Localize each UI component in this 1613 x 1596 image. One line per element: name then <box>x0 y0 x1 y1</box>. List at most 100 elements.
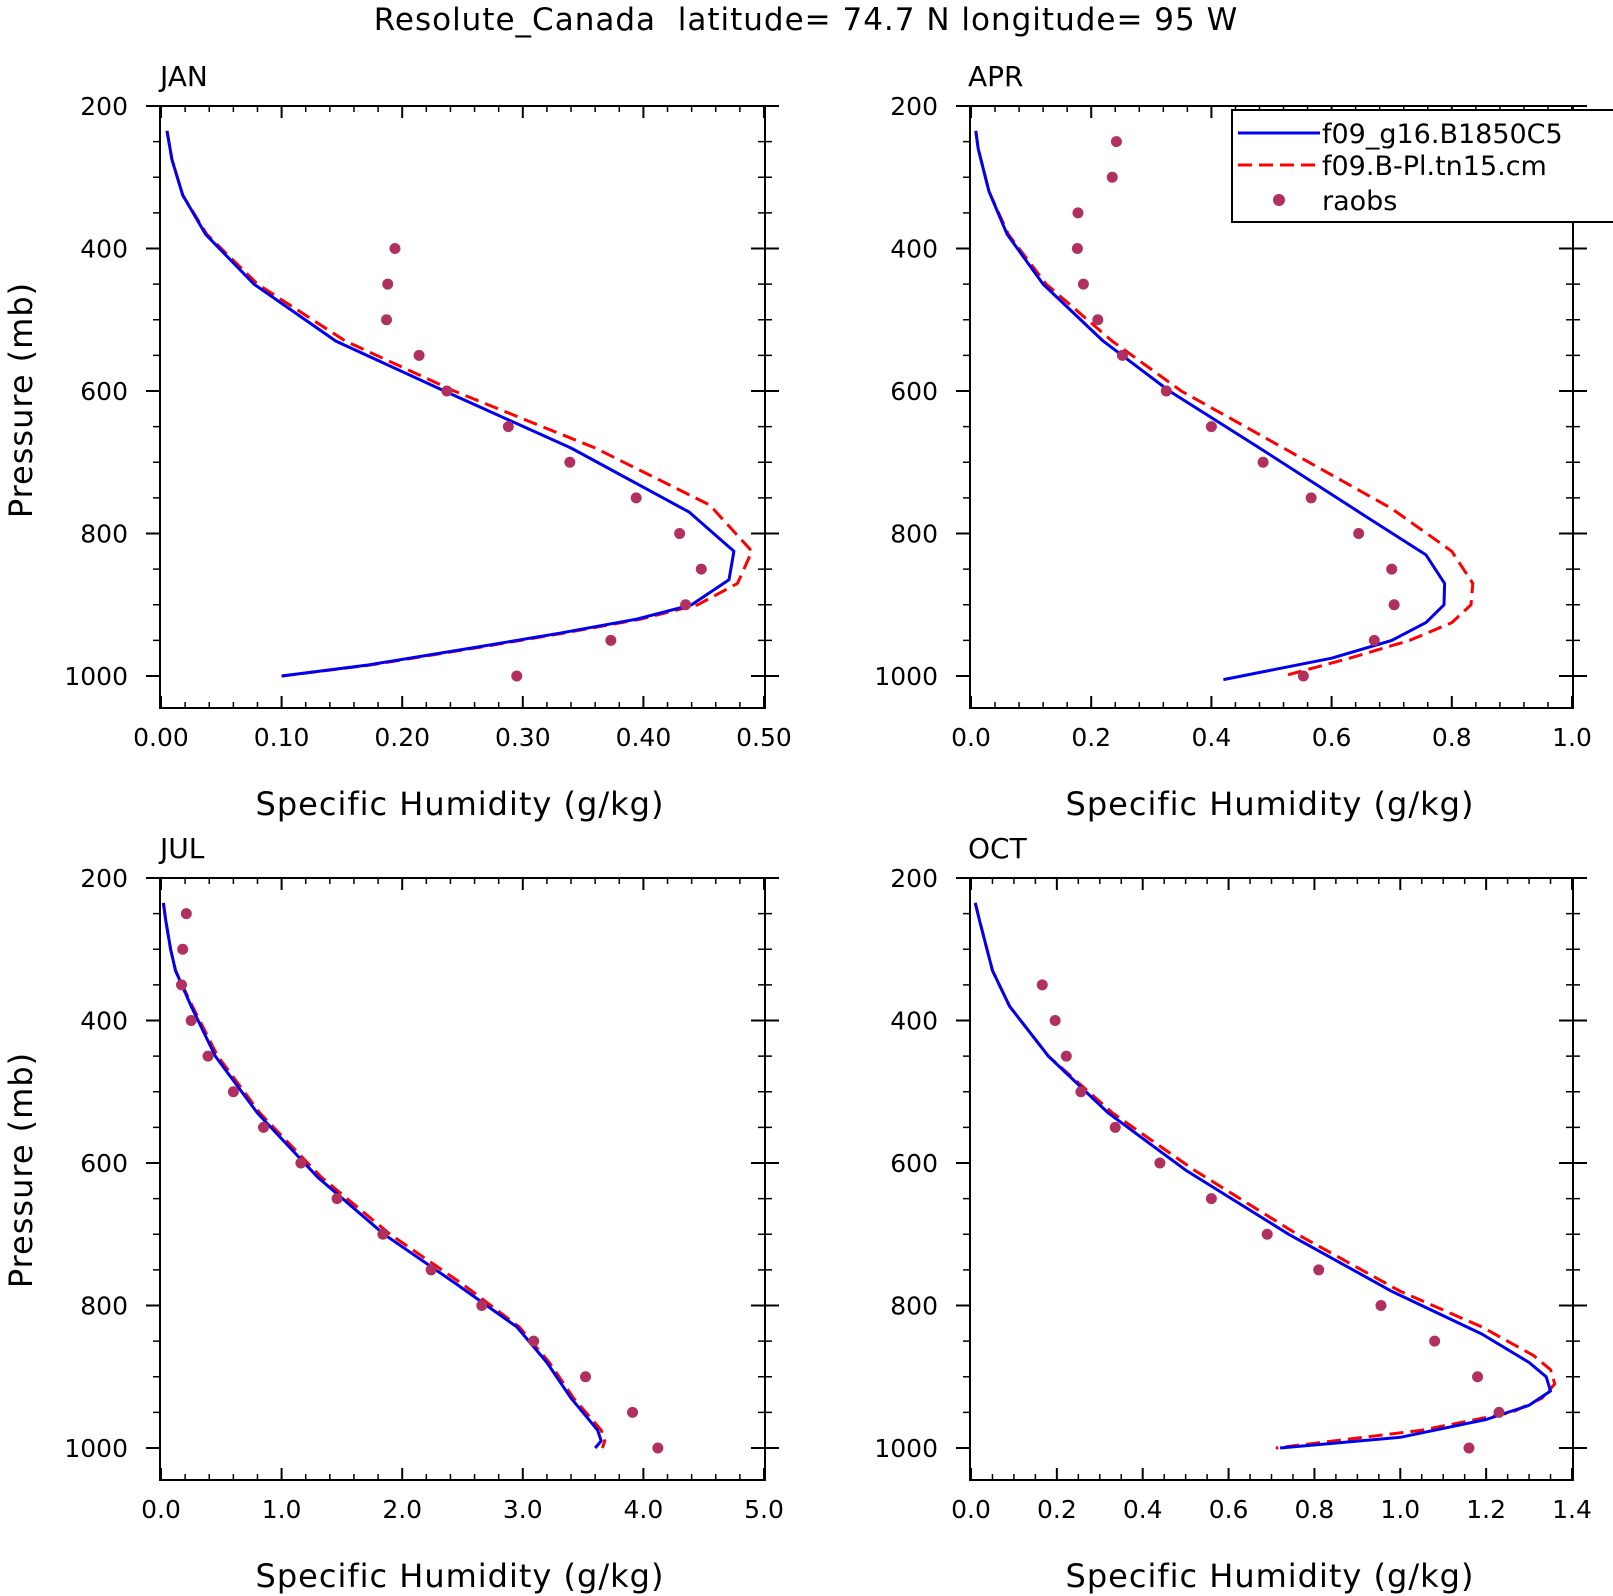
x-tick-label: 0.2 <box>1071 723 1111 752</box>
ylabel-jan: Pressure (mb) <box>2 282 40 518</box>
x-tick-label: 0.40 <box>616 723 672 752</box>
x-tick-label: 0.2 <box>1037 1495 1077 1524</box>
panel-title-jan: JAN <box>158 60 208 93</box>
x-tick-label: 1.0 <box>262 1495 302 1524</box>
x-tick-label: 0.00 <box>133 723 189 752</box>
raobs-point <box>1429 1335 1441 1347</box>
raobs-point <box>476 1300 488 1311</box>
x-tick-label: 0.8 <box>1295 1495 1335 1524</box>
axes-oct: 0.0 0.2 0.4 0.6 0.8 1.0 1.2 1.4 200 400 600 800 1000 <box>874 864 1592 1524</box>
x-tick-label: 0.0 <box>951 723 991 752</box>
series-line-blue <box>161 902 603 1449</box>
raobs-point <box>1205 1193 1217 1205</box>
y-tick-label: 600 <box>80 377 128 406</box>
y-tick-label: 200 <box>890 92 938 121</box>
y-tick-label: 400 <box>890 235 938 264</box>
raobs-point <box>1205 421 1217 433</box>
legend-label-red: f09.B-Pl.tn15.cm <box>1322 151 1547 182</box>
axes-jul: 0.0 1.0 2.0 3.0 4.0 5.0 200 400 600 800 1000 <box>64 864 784 1524</box>
panel-title-oct: OCT <box>968 832 1028 865</box>
raobs-point <box>227 1086 239 1098</box>
x-tick-label: 0.50 <box>736 723 792 752</box>
panel-title-apr: APR <box>968 60 1024 93</box>
panel-oct: 0.0 0.2 0.4 0.6 0.8 1.0 1.2 1.4 200 400 600 800 1000… <box>874 832 1592 1595</box>
xlabel-jan: Specific Humidity (g/kg) <box>256 785 665 823</box>
ylabel-jul: Pressure (mb) <box>2 1052 40 1288</box>
raobs-point <box>502 421 514 433</box>
y-tick-label: 1000 <box>64 662 128 691</box>
raobs-point <box>1472 1371 1484 1383</box>
legend-marker-raobs <box>1273 194 1285 206</box>
raobs-point <box>1375 1300 1387 1311</box>
raobs-point <box>1049 1015 1061 1026</box>
x-tick-label: 0.6 <box>1312 723 1352 752</box>
x-tick-label: 4.0 <box>624 1495 664 1524</box>
raobs-point <box>1368 634 1380 646</box>
y-tick-label: 800 <box>890 1292 938 1321</box>
raobs-point <box>1092 314 1104 326</box>
x-tick-label: 3.0 <box>503 1495 543 1524</box>
raobs-point <box>1386 563 1398 575</box>
panel-apr: 0.0 0.2 0.4 0.6 0.8 1.0 200 400 600 800 1000 APR S… <box>874 60 1592 823</box>
raobs-point <box>389 243 401 254</box>
legend: f09_g16.B1850C5 f09.B-Pl.tn15.cm raobs <box>1231 109 1613 223</box>
panel-jan: 0.00 0.10 0.20 0.30 0.40 0.50 200 400 600 800 1000… <box>2 60 792 823</box>
figure-title: Resolute_Canada latitude= 74.7 N longitu… <box>374 2 1239 38</box>
panel-title-jul: JUL <box>158 832 205 865</box>
raobs-point <box>652 1442 664 1454</box>
raobs-point <box>425 1264 437 1276</box>
y-tick-label: 1000 <box>64 1434 128 1463</box>
x-tick-label: 1.0 <box>1552 723 1592 752</box>
raobs-point <box>1297 670 1309 682</box>
series-line-blue <box>974 130 1447 682</box>
raobs-point <box>1036 979 1048 991</box>
series-line-red <box>973 902 1557 1450</box>
raobs-point <box>381 314 393 326</box>
x-tick-label: 1.4 <box>1552 1495 1592 1524</box>
raobs-point <box>1109 1121 1121 1133</box>
raobs-point <box>1072 207 1084 219</box>
y-tick-label: 600 <box>80 1149 128 1178</box>
raobs-point <box>1493 1406 1505 1418</box>
y-tick-label: 600 <box>890 1149 938 1178</box>
axes-apr: 0.0 0.2 0.4 0.6 0.8 1.0 200 400 600 800 1000 <box>874 92 1592 752</box>
legend-label-blue: f09_g16.B1850C5 <box>1322 119 1563 150</box>
raobs-point <box>180 908 192 920</box>
y-tick-label: 800 <box>80 1292 128 1321</box>
raobs-point <box>331 1193 343 1205</box>
plot-frame <box>159 877 766 1481</box>
y-tick-label: 400 <box>80 1007 128 1036</box>
y-tick-label: 400 <box>80 235 128 264</box>
raobs-point <box>1463 1442 1475 1454</box>
series-line-blue <box>973 902 1552 1450</box>
raobs-point <box>580 1371 592 1383</box>
raobs-point <box>605 634 617 646</box>
raobs-point <box>1160 385 1172 397</box>
raobs-point <box>413 349 425 361</box>
raobs-point <box>441 385 453 397</box>
x-tick-label: 5.0 <box>744 1495 784 1524</box>
panel-jul: 0.0 1.0 2.0 3.0 4.0 5.0 200 400 600 800 1000 JUL P… <box>2 832 784 1595</box>
raobs-point <box>1077 278 1089 290</box>
xlabel-jul: Specific Humidity (g/kg) <box>256 1557 665 1595</box>
raobs-point <box>1353 528 1365 539</box>
raobs-point <box>202 1050 214 1062</box>
y-tick-label: 600 <box>890 377 938 406</box>
raobs-point <box>1110 136 1122 148</box>
raobs-point <box>1257 456 1269 468</box>
raobs-point <box>176 979 188 991</box>
x-tick-label: 0.30 <box>495 723 551 752</box>
series-line-red <box>161 902 607 1449</box>
plot-frame <box>159 105 766 709</box>
raobs-point <box>528 1335 540 1347</box>
x-tick-label: 0.10 <box>254 723 310 752</box>
axes-jan: 0.00 0.10 0.20 0.30 0.40 0.50 200 400 600 800 1000 <box>64 92 791 752</box>
raobs-point <box>1305 492 1317 504</box>
y-tick-label: 200 <box>80 864 128 893</box>
series-line-blue <box>165 130 736 678</box>
raobs-point <box>1154 1157 1166 1169</box>
raobs-point <box>627 1406 639 1418</box>
raobs-point <box>258 1121 270 1133</box>
y-tick-label: 1000 <box>874 1434 938 1463</box>
